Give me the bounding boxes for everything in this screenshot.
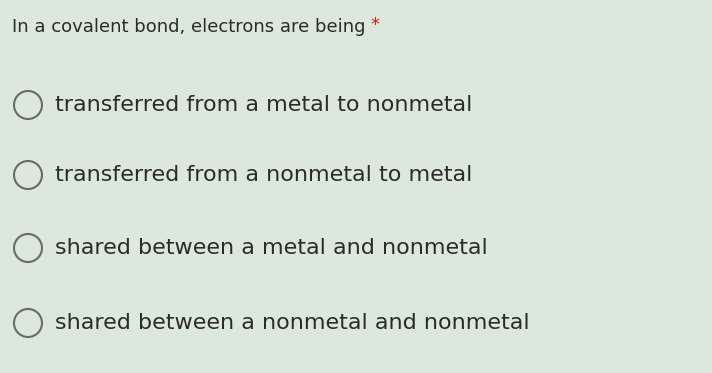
Text: In a covalent bond, electrons are being: In a covalent bond, electrons are being bbox=[12, 18, 371, 36]
Text: *: * bbox=[370, 16, 379, 34]
Text: transferred from a nonmetal to metal: transferred from a nonmetal to metal bbox=[55, 165, 472, 185]
Text: transferred from a metal to nonmetal: transferred from a metal to nonmetal bbox=[55, 95, 472, 115]
Text: shared between a metal and nonmetal: shared between a metal and nonmetal bbox=[55, 238, 488, 258]
Text: shared between a nonmetal and nonmetal: shared between a nonmetal and nonmetal bbox=[55, 313, 530, 333]
